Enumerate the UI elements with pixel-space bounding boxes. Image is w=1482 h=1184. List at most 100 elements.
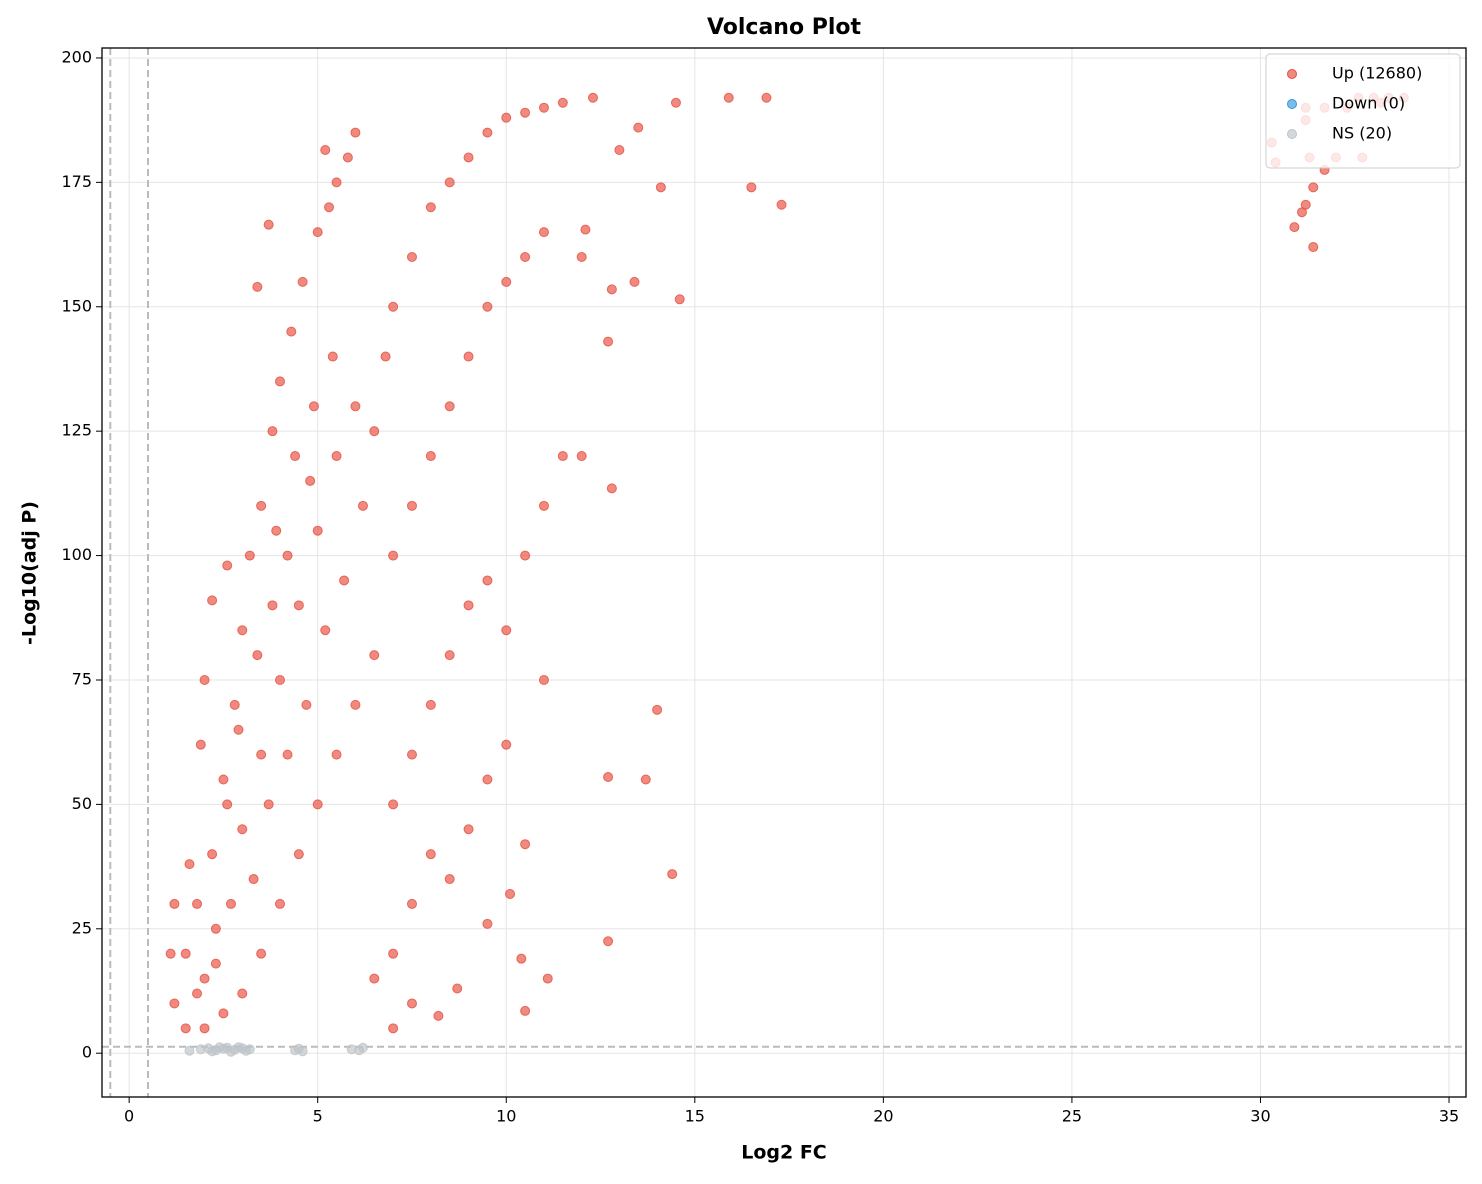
x-tick-label: 15: [685, 1107, 705, 1126]
y-tick-label: 25: [72, 918, 92, 937]
point: [237, 824, 248, 835]
x-tick-label: 20: [873, 1107, 893, 1126]
point: [452, 983, 463, 994]
point: [433, 1010, 444, 1021]
point: [256, 749, 267, 760]
point: [576, 252, 587, 263]
point: [746, 182, 757, 193]
point: [505, 888, 516, 899]
point: [576, 451, 587, 462]
point: [388, 301, 399, 312]
point: [237, 625, 248, 636]
y-tick-label: 150: [61, 296, 92, 315]
point: [225, 898, 236, 909]
point: [357, 500, 368, 511]
point: [723, 92, 734, 103]
point: [192, 898, 203, 909]
point: [425, 849, 436, 860]
point: [655, 182, 666, 193]
point: [444, 874, 455, 885]
point: [606, 483, 617, 494]
point: [425, 451, 436, 462]
point: [331, 749, 342, 760]
point: [380, 351, 391, 362]
point: [1308, 242, 1319, 253]
point: [520, 107, 531, 118]
point: [274, 674, 285, 685]
point: [282, 550, 293, 561]
point: [633, 122, 644, 133]
point: [406, 252, 417, 263]
y-tick-label: 75: [72, 669, 92, 688]
point: [388, 948, 399, 959]
legend: Up (12680) Down (0) NS (20): [1265, 53, 1461, 169]
point: [520, 1005, 531, 1016]
point: [614, 145, 625, 156]
point: [214, 1042, 225, 1053]
point: [271, 525, 282, 536]
point: [1289, 222, 1300, 233]
point: [482, 301, 493, 312]
point: [207, 1046, 218, 1057]
point: [463, 152, 474, 163]
point: [542, 973, 553, 984]
point: [324, 202, 335, 213]
point: [538, 102, 549, 113]
point: [603, 336, 614, 347]
point: [274, 898, 285, 909]
point: [580, 224, 591, 235]
point: [350, 401, 361, 412]
y-tick-label: 100: [61, 545, 92, 564]
point: [165, 948, 176, 959]
plot-frame: [101, 47, 1467, 1098]
point: [290, 451, 301, 462]
point: [463, 824, 474, 835]
x-tick-label: 0: [124, 1107, 134, 1126]
point: [218, 774, 229, 785]
x-tick-label: 25: [1062, 1107, 1082, 1126]
point: [425, 699, 436, 710]
point: [482, 774, 493, 785]
point: [195, 739, 206, 750]
point: [520, 252, 531, 263]
point: [244, 550, 255, 561]
point: [463, 600, 474, 611]
x-tick-label: 10: [496, 1107, 516, 1126]
point: [339, 575, 350, 586]
legend-label: Down (0): [1332, 94, 1405, 113]
point: [425, 202, 436, 213]
point: [406, 749, 417, 760]
point: [210, 958, 221, 969]
point: [538, 674, 549, 685]
legend-marker: [1287, 129, 1297, 139]
point: [218, 1008, 229, 1019]
point: [263, 799, 274, 810]
point: [207, 595, 218, 606]
point: [501, 112, 512, 123]
point: [501, 276, 512, 287]
point: [369, 973, 380, 984]
point: [652, 704, 663, 715]
point: [222, 560, 233, 571]
point: [252, 281, 263, 292]
point: [354, 1045, 365, 1056]
point: [501, 625, 512, 636]
point: [180, 948, 191, 959]
point: [305, 475, 316, 486]
point: [184, 859, 195, 870]
point: [293, 600, 304, 611]
point: [199, 1023, 210, 1034]
point: [312, 525, 323, 536]
point: [331, 451, 342, 462]
point: [248, 874, 259, 885]
point: [587, 92, 598, 103]
point: [263, 219, 274, 230]
point: [327, 351, 338, 362]
point: [320, 625, 331, 636]
point: [406, 500, 417, 511]
point: [312, 799, 323, 810]
point: [320, 145, 331, 156]
point: [516, 953, 527, 964]
legend-label: Up (12680): [1332, 64, 1422, 83]
